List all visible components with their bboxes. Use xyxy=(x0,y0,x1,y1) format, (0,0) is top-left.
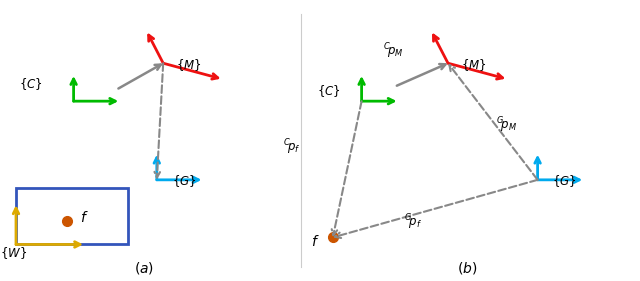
Text: $f$: $f$ xyxy=(80,210,89,225)
Text: ${}^{C}\!p_{M}$: ${}^{C}\!p_{M}$ xyxy=(383,42,404,61)
Text: $\{C\}$: $\{C\}$ xyxy=(19,76,43,92)
Text: $f$: $f$ xyxy=(311,234,320,249)
Bar xyxy=(16,188,128,244)
Text: $\{M\}$: $\{M\}$ xyxy=(176,57,202,72)
Text: $\{G\}$: $\{G\}$ xyxy=(552,173,576,189)
Text: $\{W\}$: $\{W\}$ xyxy=(0,245,27,261)
Text: ${}^{G}\!p_{f}$: ${}^{G}\!p_{f}$ xyxy=(404,212,422,232)
Text: $(b)$: $(b)$ xyxy=(457,260,477,276)
Text: ${}^{G}\!p_{M}$: ${}^{G}\!p_{M}$ xyxy=(496,115,517,135)
Text: $\{G\}$: $\{G\}$ xyxy=(172,173,196,189)
Text: $\{C\}$: $\{C\}$ xyxy=(317,83,340,99)
Text: $\{M\}$: $\{M\}$ xyxy=(461,57,486,72)
Text: ${}^{C}\!p_{f}$: ${}^{C}\!p_{f}$ xyxy=(283,138,301,157)
Text: $(a)$: $(a)$ xyxy=(134,260,154,276)
